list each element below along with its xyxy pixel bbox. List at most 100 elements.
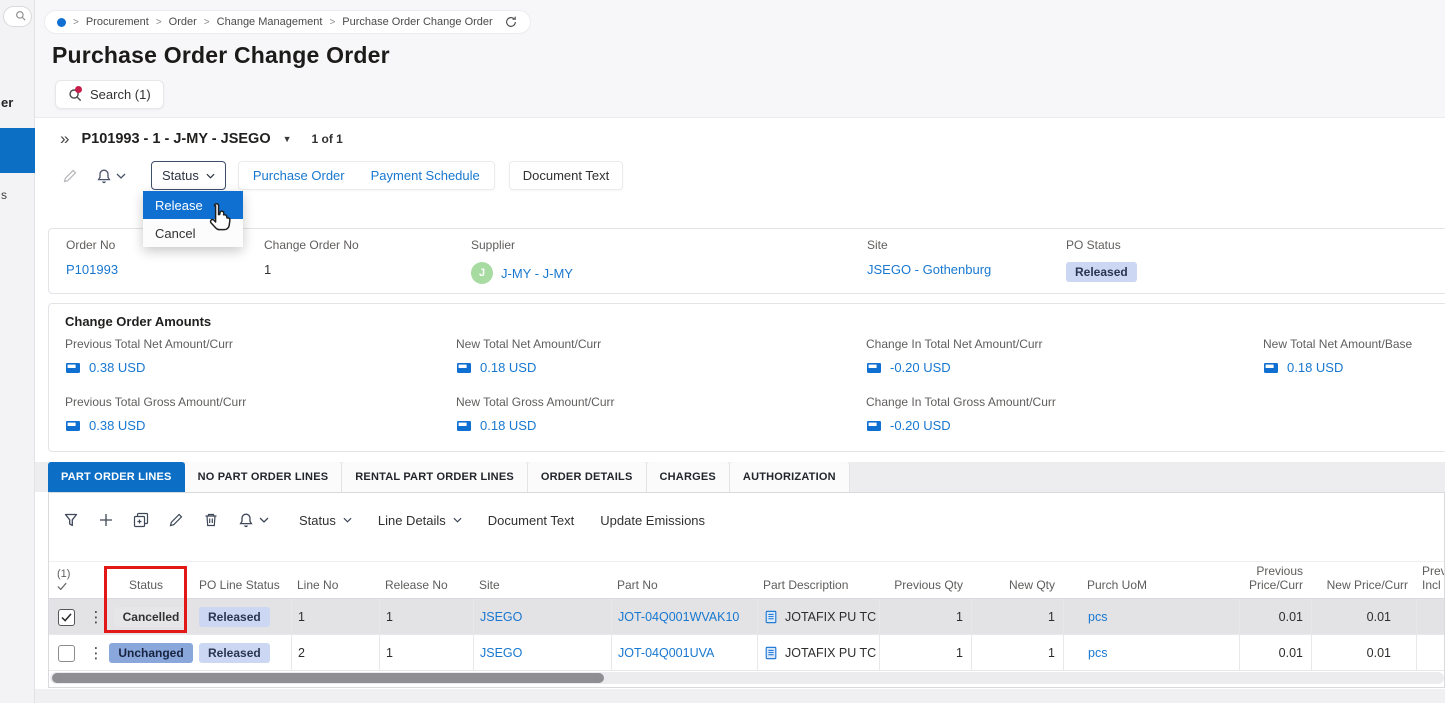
- expand-record-icon[interactable]: »: [60, 129, 70, 148]
- tab-part-order-lines[interactable]: PART ORDER LINES: [48, 462, 185, 492]
- record-selector-title[interactable]: P101993 - 1 - J-MY - JSEGO: [81, 131, 271, 147]
- column-header-previous-qty[interactable]: Previous Qty: [894, 578, 963, 592]
- cell-purch-uom-link[interactable]: pcs: [1088, 610, 1108, 624]
- breadcrumb-item[interactable]: Change Management: [216, 16, 323, 28]
- amount-value[interactable]: 0.18 USD: [456, 418, 866, 433]
- tab-authorization[interactable]: AUTHORIZATION: [729, 462, 850, 492]
- amount-value[interactable]: 0.18 USD: [1263, 360, 1412, 375]
- delete-trash-icon[interactable]: [203, 512, 219, 528]
- column-header-po-line-status[interactable]: PO Line Status: [199, 578, 280, 592]
- edit-pencil-icon-disabled[interactable]: [62, 168, 78, 184]
- line-status-badge: Unchanged: [109, 643, 193, 663]
- line-details-dropdown-button[interactable]: Line Details: [378, 513, 462, 528]
- column-header-new-price[interactable]: New Price/Curr: [1326, 578, 1408, 592]
- document-note-icon[interactable]: [764, 609, 778, 625]
- tab-order-details[interactable]: ORDER DETAILS: [527, 462, 647, 492]
- breadcrumb-home-dot-icon[interactable]: [57, 17, 66, 27]
- notification-bell-icon[interactable]: [238, 512, 254, 528]
- field-label: Supplier: [471, 238, 516, 252]
- menu-item-release[interactable]: Release: [143, 191, 243, 219]
- column-header-release-no[interactable]: Release No: [385, 578, 448, 592]
- line-document-text-button[interactable]: Document Text: [487, 512, 575, 528]
- main-horizontal-scrollbar[interactable]: [50, 672, 1444, 684]
- order-no-link[interactable]: P101993: [66, 262, 119, 277]
- cell-part-no-link[interactable]: JOT-04Q001WVAK10: [618, 610, 740, 624]
- mouse-hand-cursor-icon: [209, 202, 231, 231]
- document-text-button[interactable]: Document Text: [508, 161, 624, 190]
- amount-value[interactable]: 0.38 USD: [65, 418, 456, 433]
- amount-field: Change In Total Gross Amount/Curr -0.20 …: [866, 395, 1263, 453]
- field-po-status: PO Status Released: [1066, 238, 1137, 282]
- tab-no-part-order-lines[interactable]: NO PART ORDER LINES: [184, 462, 343, 492]
- edit-pencil-icon[interactable]: [168, 512, 184, 528]
- column-header-part-description[interactable]: Part Description: [763, 578, 849, 592]
- navigation-sidebar: er s: [0, 0, 35, 703]
- row-checkbox-checked[interactable]: [57, 608, 75, 626]
- sidebar-item-label-clipped[interactable]: s: [1, 188, 7, 202]
- sidebar-item-label-clipped[interactable]: er: [1, 95, 14, 110]
- tab-charges[interactable]: CHARGES: [646, 462, 730, 492]
- select-all-check-icon: [57, 582, 67, 591]
- amount-value[interactable]: 0.18 USD: [456, 360, 866, 375]
- add-row-icon[interactable]: [98, 512, 114, 528]
- cell-line-no: 1: [291, 599, 379, 635]
- row-menu-kebab-icon[interactable]: ⋮: [88, 645, 104, 662]
- refresh-icon[interactable]: [504, 15, 518, 29]
- status-dropdown-button[interactable]: Status: [151, 161, 226, 190]
- breadcrumb-item[interactable]: Order: [168, 16, 197, 28]
- line-status-badge: Cancelled: [113, 607, 189, 627]
- table-row[interactable]: ⋮ Unchanged Released 2 1 JSEGO JOT-04Q00…: [49, 635, 1444, 671]
- cell-site-link[interactable]: JSEGO: [480, 610, 523, 624]
- breadcrumb-item-current[interactable]: Purchase Order Change Order: [342, 16, 493, 28]
- column-header[interactable]: [83, 592, 109, 598]
- scrollbar-thumb[interactable]: [52, 673, 604, 683]
- supplier-link[interactable]: J-MY - J-MY: [501, 265, 573, 281]
- search-button[interactable]: Search (1): [55, 80, 164, 109]
- sidebar-item-active[interactable]: [0, 128, 35, 173]
- cell-part-no-link[interactable]: JOT-04Q001UVA: [618, 646, 715, 660]
- sidebar-search-input[interactable]: [3, 6, 32, 27]
- amount-label: Change In Total Gross Amount/Curr: [866, 395, 1056, 409]
- update-emissions-button[interactable]: Update Emissions: [600, 512, 706, 528]
- amount-value[interactable]: 0.38 USD: [65, 360, 456, 375]
- breadcrumb-item[interactable]: Procurement: [85, 16, 149, 28]
- page-title: Purchase Order Change Order: [52, 42, 390, 68]
- change-order-amounts-section: Change Order Amounts Previous Total Net …: [48, 303, 1445, 452]
- column-header-previous-price[interactable]: Previous Price/Curr: [1248, 564, 1303, 592]
- column-header-purch-uom[interactable]: Purch UoM: [1087, 578, 1148, 592]
- amount-value[interactable]: -0.20 USD: [866, 360, 1263, 375]
- column-header-new-qty[interactable]: New Qty: [1008, 578, 1055, 592]
- line-status-dropdown-button[interactable]: Status: [299, 513, 352, 528]
- cell-clipped: [1416, 635, 1444, 671]
- cell-purch-uom-link[interactable]: pcs: [1088, 646, 1108, 660]
- column-header-line-no[interactable]: Line No: [297, 578, 339, 592]
- part-order-lines-panel: Status Line Details Document Text Update…: [48, 492, 1445, 688]
- chevron-down-icon[interactable]: [259, 517, 269, 523]
- duplicate-row-icon[interactable]: [133, 512, 149, 528]
- table-row[interactable]: ⋮ Cancelled Released 1 1 JSEGO JOT-04Q00…: [49, 599, 1444, 635]
- purchase-order-link[interactable]: Purchase Order: [252, 168, 345, 183]
- row-checkbox-unchecked[interactable]: [57, 644, 75, 662]
- notification-bell-icon[interactable]: [96, 168, 112, 184]
- amount-value[interactable]: -0.20 USD: [866, 418, 1263, 433]
- row-menu-kebab-icon[interactable]: ⋮: [88, 609, 104, 626]
- tab-rental-part-order-lines[interactable]: RENTAL PART ORDER LINES: [342, 462, 528, 492]
- document-note-icon[interactable]: [764, 645, 778, 661]
- column-header-status[interactable]: Status: [129, 578, 164, 592]
- field-label: Order No: [66, 238, 116, 252]
- order-details-group: Order No P101993 Change Order No 1 Suppl…: [48, 228, 1445, 294]
- cell-previous-price: 0.01: [1239, 635, 1311, 671]
- amount-label: Previous Total Gross Amount/Curr: [65, 395, 247, 409]
- chevron-down-icon[interactable]: [116, 173, 126, 179]
- field-order-no: Order No P101993: [66, 238, 118, 277]
- cell-site-link[interactable]: JSEGO: [480, 646, 523, 660]
- site-link[interactable]: JSEGO - Gothenburg: [867, 262, 992, 277]
- filter-funnel-icon[interactable]: [63, 512, 79, 528]
- amount-label: New Total Gross Amount/Curr: [456, 395, 615, 409]
- payment-schedule-link[interactable]: Payment Schedule: [370, 168, 480, 183]
- column-header-clipped[interactable]: Previo Incl T: [1422, 564, 1444, 592]
- record-caret-down-icon[interactable]: ▼: [282, 134, 292, 144]
- column-header-site[interactable]: Site: [479, 578, 500, 592]
- column-header-part-no[interactable]: Part No: [617, 578, 658, 592]
- select-all-header[interactable]: (1): [49, 568, 83, 598]
